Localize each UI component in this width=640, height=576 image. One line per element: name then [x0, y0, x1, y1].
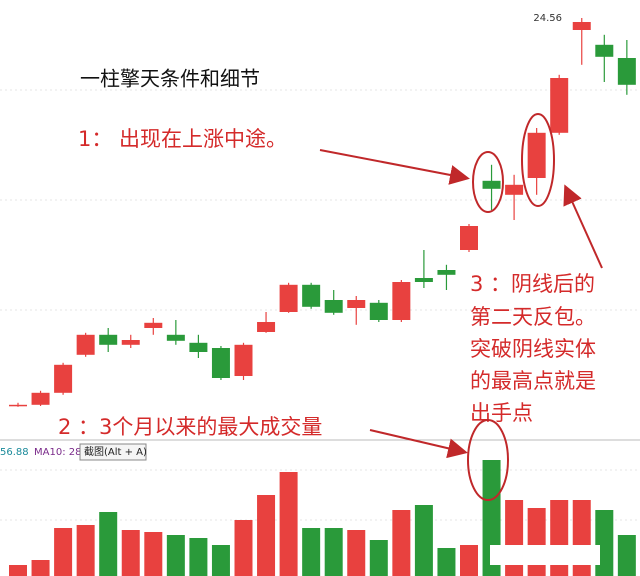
candle-body [482, 180, 501, 189]
volume-bar [527, 508, 546, 576]
volume-bar [302, 528, 321, 576]
volume-bar [166, 535, 185, 576]
volume-bar [121, 530, 140, 576]
candle-body [617, 58, 636, 85]
mask [490, 545, 600, 565]
candle-body [257, 322, 276, 332]
annotation: 出手点 [470, 401, 533, 425]
candle-body [31, 392, 50, 405]
candle-body [324, 300, 343, 313]
candle-body [279, 284, 298, 312]
volume-ma: MA10: 2899 [34, 447, 94, 458]
volume-bar [76, 525, 95, 576]
annotation: 3 ：阴线后的 [470, 272, 595, 296]
volume-bar [54, 528, 73, 576]
volume-bar [414, 505, 433, 576]
tooltip: 截图(Alt + A) [84, 445, 147, 458]
volume-bar [595, 510, 614, 576]
chart-title: 一柱擎天条件和细节 [80, 67, 260, 91]
candle-body [505, 184, 524, 195]
candle-body [369, 302, 388, 320]
candle-body [76, 334, 95, 355]
volume-bar [31, 560, 50, 576]
tooltip-box [79, 443, 147, 461]
volume-bar [392, 510, 411, 576]
candle-body [234, 344, 253, 376]
candle-body [99, 334, 118, 345]
volume-bar [279, 472, 298, 576]
callouts [319, 113, 603, 501]
volume-bar [257, 495, 276, 576]
candle-body [437, 270, 456, 275]
volume-bar [144, 532, 163, 576]
volume-bar [234, 520, 253, 576]
candle-body [460, 226, 478, 250]
candle-body [302, 284, 321, 307]
annotation: 1： 出现在上涨中途。 [78, 127, 287, 151]
annotation: 2 ：3个月以来的最大成交量 [58, 415, 322, 439]
max-price-label: 24.56 [533, 13, 562, 24]
volume-bar [347, 530, 366, 576]
volume-bar [369, 540, 388, 576]
candle-body [414, 278, 433, 282]
candle-body [121, 340, 140, 345]
volume-bar [324, 528, 343, 576]
candle-body [144, 322, 163, 328]
volume-bar [9, 565, 27, 576]
volume-bar [99, 512, 118, 576]
candle-body [189, 342, 208, 352]
volume-value: 56.88 [0, 447, 29, 458]
candle-body [9, 404, 27, 407]
candle-body [166, 334, 185, 341]
annotation: 第二天反包。 [470, 305, 596, 329]
volume-bar [460, 545, 478, 576]
volume-bar [617, 535, 636, 576]
volume-bar [437, 548, 456, 576]
annotation: 突破阴线实体 [470, 337, 596, 361]
candle-body [595, 44, 614, 57]
volume-bar [189, 538, 208, 576]
candle-body [347, 300, 366, 308]
candle-body [550, 78, 569, 133]
candle-body [392, 282, 411, 320]
background-grid [0, 89, 640, 521]
candle-body [527, 132, 546, 178]
candle-body [54, 364, 73, 393]
volume-bar [211, 545, 230, 576]
candle-body [211, 348, 230, 378]
annotation: 的最高点就是 [470, 369, 596, 393]
candle-body [572, 22, 591, 30]
